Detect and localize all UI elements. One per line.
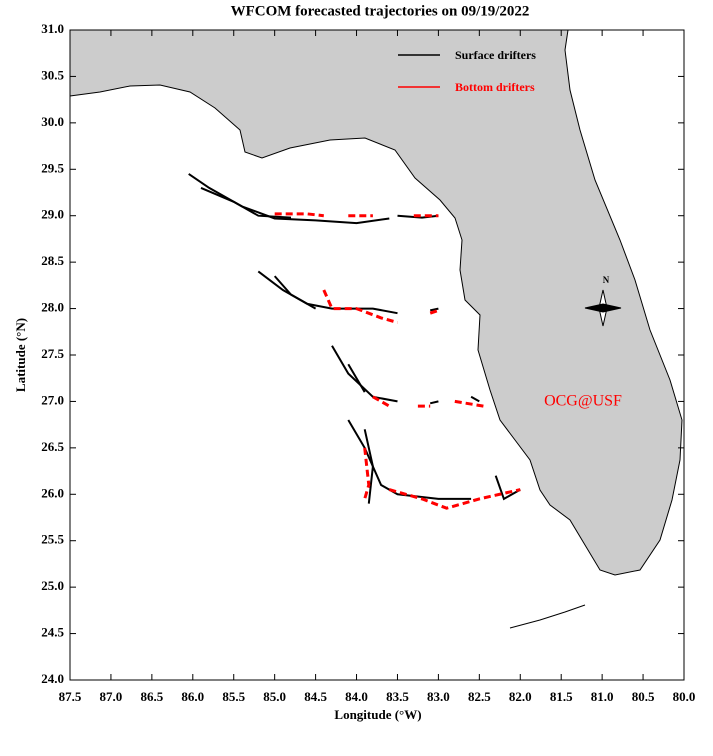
surface-track <box>188 173 390 225</box>
surface-track <box>273 275 317 310</box>
coastline <box>69 29 683 576</box>
surface-track <box>470 395 480 403</box>
x-tick-label: 82.5 <box>468 689 491 704</box>
y-tick-label: 27.5 <box>41 346 64 361</box>
bottom-track <box>322 289 398 324</box>
y-tick-label: 30.5 <box>41 67 64 82</box>
y-tick-label: 29.5 <box>41 160 64 175</box>
keys <box>509 604 586 629</box>
compass <box>584 289 622 327</box>
x-tick-label: 81.0 <box>591 689 614 704</box>
x-tick-label: 80.5 <box>632 689 655 704</box>
surface-track <box>347 363 366 393</box>
bottom-track <box>372 395 391 408</box>
bottom-track <box>429 308 439 315</box>
surface-track <box>429 400 439 405</box>
y-tick-label: 30.0 <box>41 114 64 129</box>
bottom-track <box>363 447 371 500</box>
y-tick-label: 28.5 <box>41 253 64 268</box>
y-tick-label: 25.5 <box>41 532 64 547</box>
x-tick-label: 86.0 <box>181 689 204 704</box>
x-tick-label: 82.0 <box>509 689 532 704</box>
y-tick-label: 28.0 <box>41 300 64 315</box>
x-tick-label: 80.0 <box>673 689 696 704</box>
x-tick-label: 83.5 <box>386 689 409 704</box>
x-tick-label: 83.0 <box>427 689 450 704</box>
x-tick-label: 84.0 <box>345 689 368 704</box>
bottom-track <box>454 399 484 408</box>
y-tick-label: 29.0 <box>41 207 64 222</box>
surface-track <box>363 429 374 504</box>
x-tick-label: 84.5 <box>304 689 327 704</box>
y-tick-label: 27.0 <box>41 392 64 407</box>
annotation: OCG@USF <box>544 393 622 410</box>
chart-title: WFCOM forecasted trajectories on 09/19/2… <box>231 3 530 19</box>
surface-track <box>494 475 521 501</box>
x-axis-label: Longitude (°W) <box>334 707 421 722</box>
y-tick-label: 26.5 <box>41 439 64 454</box>
x-tick-label: 85.5 <box>222 689 245 704</box>
legend-label: Surface drifters <box>455 48 536 62</box>
surface-track <box>429 307 439 312</box>
y-tick-label: 24.0 <box>41 671 64 686</box>
x-tick-label: 81.5 <box>550 689 573 704</box>
y-tick-label: 26.0 <box>41 485 64 500</box>
x-tick-label: 85.0 <box>263 689 286 704</box>
x-tick-label: 87.0 <box>100 689 123 704</box>
x-tick-label: 86.5 <box>140 689 163 704</box>
y-tick-label: 25.0 <box>41 578 64 593</box>
y-tick-label: 24.5 <box>41 625 64 640</box>
legend-label: Bottom drifters <box>455 80 535 94</box>
surface-track <box>397 214 439 219</box>
bottom-track <box>388 488 521 510</box>
surface-track <box>257 270 398 315</box>
y-tick-label: 31.0 <box>41 21 64 36</box>
x-tick-label: 87.5 <box>59 689 82 704</box>
surface-track <box>200 186 292 219</box>
compass-label: N <box>603 275 610 285</box>
y-axis-label: Latitude (°N) <box>13 318 28 392</box>
